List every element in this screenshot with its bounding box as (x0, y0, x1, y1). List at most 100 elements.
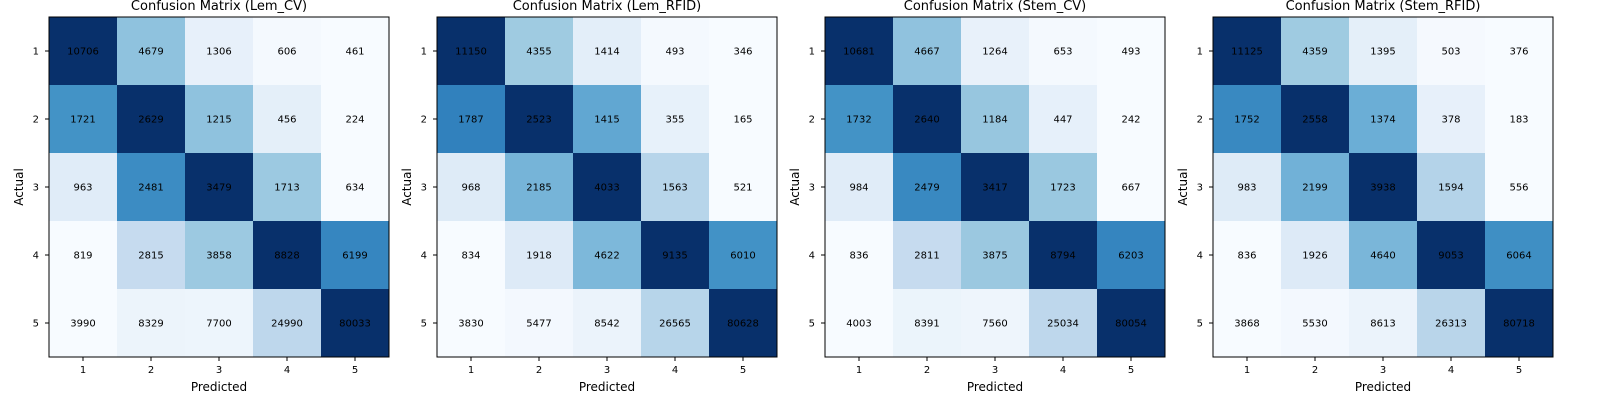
x-tick-label: 3 (992, 365, 998, 376)
y-axis-label: Actual (1176, 168, 1190, 206)
chart-title: Confusion Matrix (Lem_CV) (131, 0, 307, 14)
heatmap-cell (1029, 221, 1097, 289)
heatmap-cell (1417, 221, 1485, 289)
cell-value-label: 3938 (1370, 183, 1395, 194)
cell-value-label: 2640 (914, 115, 939, 126)
heatmap-cell (1349, 85, 1417, 153)
cell-value-label: 521 (733, 183, 752, 194)
heatmap-cell (437, 153, 505, 221)
cell-value-label: 2481 (138, 183, 163, 194)
cell-value-label: 6199 (342, 251, 367, 262)
cell-value-label: 3875 (982, 251, 1007, 262)
cell-value-label: 836 (849, 251, 868, 262)
heatmap-cell (1349, 17, 1417, 85)
cell-value-label: 7560 (982, 319, 1007, 330)
heatmap-cell (825, 85, 893, 153)
cell-value-label: 355 (665, 115, 684, 126)
x-axis-label: Predicted (579, 380, 635, 394)
x-tick-label: 1 (468, 365, 474, 376)
heatmap-cell (1485, 85, 1553, 153)
x-tick-label: 1 (1244, 365, 1250, 376)
cell-value-label: 1306 (206, 47, 231, 58)
heatmap-cell (1281, 221, 1349, 289)
cell-value-label: 11150 (455, 47, 487, 58)
heatmap-cell (641, 85, 709, 153)
cell-value-label: 8828 (274, 251, 299, 262)
heatmap-cell (573, 289, 641, 357)
heatmap-cell (573, 17, 641, 85)
chart-title: Confusion Matrix (Stem_CV) (904, 0, 1086, 14)
cell-value-label: 80718 (1503, 319, 1535, 330)
heatmap-cell (253, 221, 321, 289)
heatmap-cell (505, 17, 573, 85)
heatmap-cell (1417, 289, 1485, 357)
y-tick-label: 5 (1197, 319, 1203, 330)
heatmap-cell (1213, 289, 1281, 357)
heatmap-cell (1417, 85, 1485, 153)
heatmap-cell (1029, 85, 1097, 153)
heatmap-cell (1029, 153, 1097, 221)
heatmap-cell (1213, 153, 1281, 221)
heatmap-cell (1029, 289, 1097, 357)
cell-value-label: 1215 (206, 115, 231, 126)
cell-value-label: 4640 (1370, 251, 1395, 262)
cell-value-label: 378 (1441, 115, 1460, 126)
x-tick-label: 2 (536, 365, 542, 376)
cell-value-label: 6010 (730, 251, 755, 262)
cell-value-label: 11125 (1231, 47, 1263, 58)
heatmap-cell (321, 221, 389, 289)
cell-value-label: 2558 (1302, 115, 1327, 126)
heatmap-cell (641, 289, 709, 357)
cell-value-label: 653 (1053, 47, 1072, 58)
cell-value-label: 819 (73, 251, 92, 262)
y-tick-label: 4 (809, 251, 815, 262)
cell-value-label: 1787 (458, 115, 483, 126)
y-tick-label: 2 (809, 115, 815, 126)
heatmap-cell (1213, 17, 1281, 85)
heatmap-cell (321, 85, 389, 153)
cell-value-label: 5530 (1302, 319, 1327, 330)
x-axis-label: Predicted (1355, 380, 1411, 394)
x-tick-label: 5 (352, 365, 358, 376)
heatmap-cell (185, 85, 253, 153)
cell-value-label: 493 (1121, 47, 1140, 58)
heatmap-cell (1097, 153, 1165, 221)
cell-value-label: 3858 (206, 251, 231, 262)
x-tick-label: 2 (148, 365, 154, 376)
heatmap-cell (893, 85, 961, 153)
heatmap-cell (1281, 85, 1349, 153)
cell-value-label: 3868 (1234, 319, 1259, 330)
cell-value-label: 2479 (914, 183, 939, 194)
heatmap-cell (1029, 17, 1097, 85)
heatmap-cell (1097, 289, 1165, 357)
cell-value-label: 80628 (727, 319, 759, 330)
heatmap-cell (573, 153, 641, 221)
heatmap-cell (117, 17, 185, 85)
cell-value-label: 667 (1121, 183, 1140, 194)
cell-value-label: 4679 (138, 47, 163, 58)
heatmap-cell (1097, 221, 1165, 289)
cell-value-label: 8794 (1050, 251, 1075, 262)
heatmap-cell (1485, 17, 1553, 85)
cell-value-label: 3479 (206, 183, 231, 194)
y-axis-label: Actual (12, 168, 26, 206)
x-tick-label: 4 (284, 365, 290, 376)
heatmap-cell (1097, 17, 1165, 85)
heatmap-cell (709, 17, 777, 85)
cell-value-label: 1732 (846, 115, 871, 126)
cell-value-label: 4359 (1302, 47, 1327, 58)
y-tick-label: 2 (33, 115, 39, 126)
cell-value-label: 26565 (659, 319, 691, 330)
y-tick-label: 1 (1197, 47, 1203, 58)
y-tick-label: 1 (33, 47, 39, 58)
heatmap-cell (961, 289, 1029, 357)
heatmap-cell (1417, 17, 1485, 85)
cell-value-label: 2523 (526, 115, 551, 126)
x-tick-label: 5 (1128, 365, 1134, 376)
heatmap-cell (709, 85, 777, 153)
cell-value-label: 447 (1053, 115, 1072, 126)
heatmap-cell (49, 85, 117, 153)
cell-value-label: 1723 (1050, 183, 1075, 194)
